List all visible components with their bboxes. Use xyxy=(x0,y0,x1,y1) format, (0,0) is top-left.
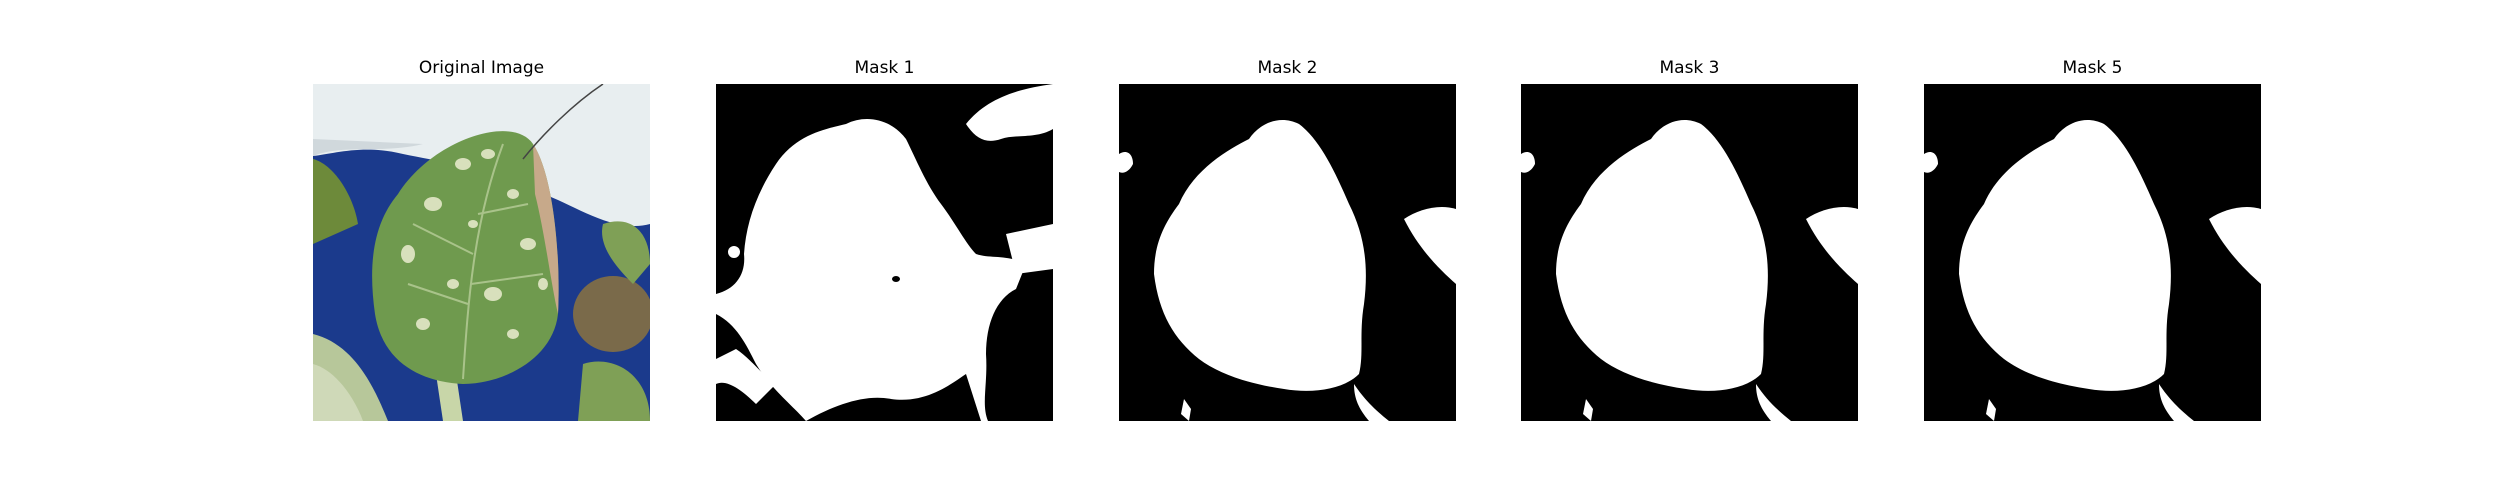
panel-title: Mask 1 xyxy=(854,58,915,78)
panel-mask-5: Mask 5 xyxy=(1924,0,2261,500)
panel-title: Mask 3 xyxy=(1659,58,1720,78)
mask-image xyxy=(1924,84,2261,421)
panel-mask-3: Mask 3 xyxy=(1521,0,1858,500)
original-image xyxy=(313,84,650,421)
panel-mask-1: Mask 1 xyxy=(716,0,1053,500)
mask-image xyxy=(1119,84,1456,421)
panel-title: Original Image xyxy=(418,58,545,78)
panel-mask-2: Mask 2 xyxy=(1119,0,1456,500)
panel-original-image: Original Image xyxy=(313,0,650,500)
mask-image xyxy=(1521,84,1858,421)
mask-image xyxy=(716,84,1053,421)
panel-title: Mask 2 xyxy=(1257,58,1318,78)
panel-title: Mask 5 xyxy=(2062,58,2123,78)
